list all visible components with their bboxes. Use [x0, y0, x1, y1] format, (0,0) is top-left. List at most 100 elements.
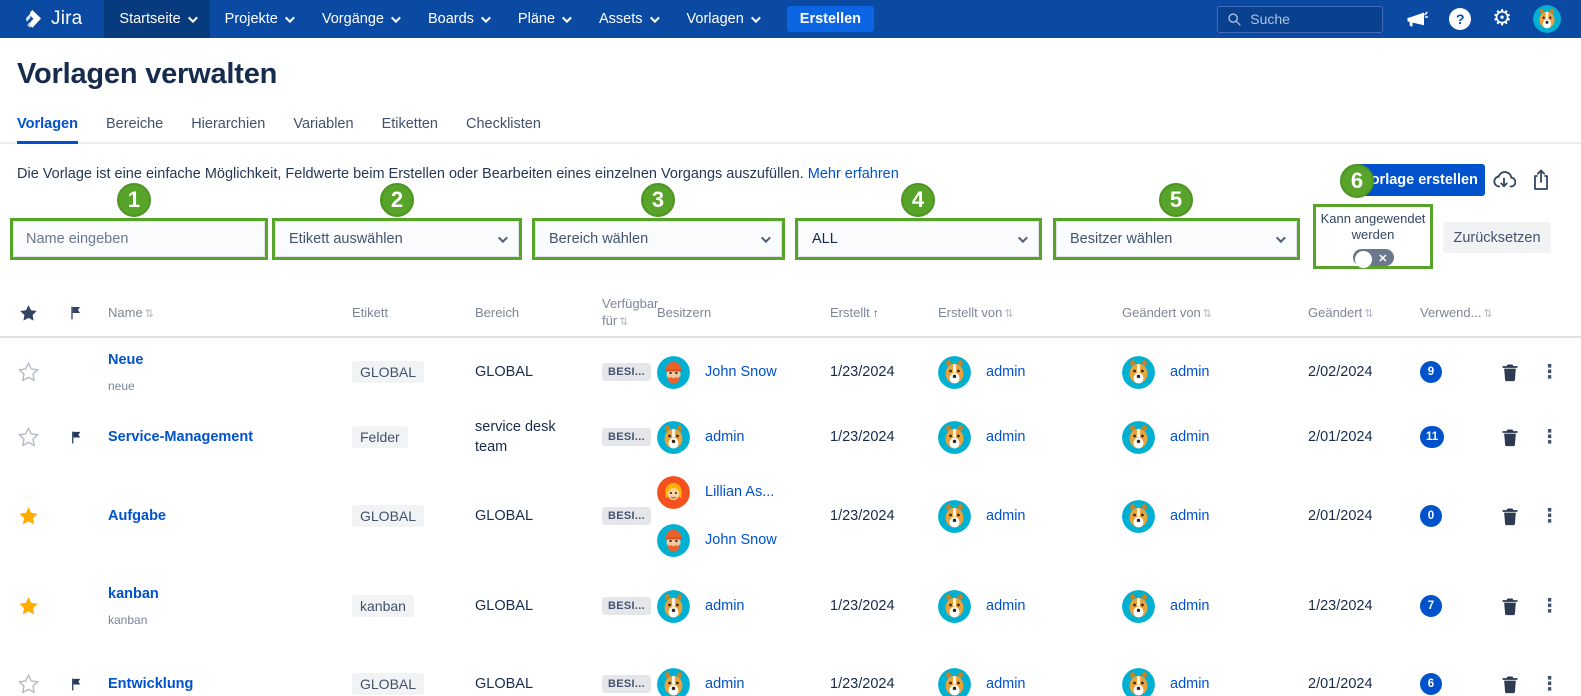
delete-trash-icon[interactable] [1500, 595, 1520, 617]
delete-trash-icon[interactable] [1500, 673, 1520, 695]
dog-avatar-icon [1122, 355, 1155, 389]
annotation-box-1 [10, 218, 268, 260]
tab-bereiche[interactable]: Bereiche [105, 116, 164, 132]
applicable-toggle[interactable]: ✕ [1352, 248, 1394, 268]
more-actions-icon[interactable]: ⋮ [1540, 426, 1559, 448]
owner-link[interactable]: John Snow [705, 532, 777, 548]
star-toggle[interactable] [0, 596, 56, 617]
col-header-geaendert[interactable]: Geändert ⇅ [1308, 304, 1374, 320]
download-cloud-icon[interactable] [1492, 168, 1516, 192]
filter-name-input[interactable] [13, 221, 265, 257]
star-toggle[interactable] [0, 506, 56, 527]
verfuegbar-tag[interactable]: BESI... [602, 428, 651, 446]
modifier-link[interactable]: admin [1170, 598, 1210, 614]
tab-variablen[interactable]: Variablen [293, 116, 354, 132]
template-name-link[interactable]: Aufgabe [108, 508, 166, 524]
more-actions-icon[interactable]: ⋮ [1540, 673, 1559, 695]
table-header: Name ⇅ Etikett Bereich Verfügbar für ⇅ Bes… [0, 290, 1581, 338]
more-actions-icon[interactable]: ⋮ [1540, 595, 1559, 617]
usage-count-badge[interactable]: 9 [1420, 361, 1442, 383]
chevron-down-icon [284, 12, 295, 23]
menu-item-plaene[interactable]: Pläne [503, 0, 584, 38]
col-header-erstellt[interactable]: Erstellt ↑ [830, 304, 879, 320]
learn-more-link[interactable]: Mehr erfahren [807, 166, 899, 182]
search-input[interactable] [1250, 11, 1371, 27]
owner-link[interactable]: admin [705, 676, 745, 692]
create-template-button[interactable]: Vorlage erstellen [1355, 164, 1485, 196]
create-button[interactable]: Erstellen [786, 6, 875, 32]
tab-vorlagen[interactable]: Vorlagen [17, 116, 78, 144]
usage-count-badge[interactable]: 11 [1420, 426, 1445, 448]
star-toggle[interactable] [0, 427, 56, 448]
dog-avatar-icon [1122, 420, 1155, 454]
col-header-geaendert-von[interactable]: Geändert von ⇅ [1122, 304, 1212, 320]
template-name-link[interactable]: kanban [108, 585, 159, 602]
template-name-link[interactable]: Service-Management [108, 429, 254, 445]
usage-count-badge[interactable]: 7 [1420, 595, 1442, 617]
annotation-box-4: ALL [795, 218, 1042, 260]
owner-link[interactable]: admin [705, 598, 745, 614]
creator-link[interactable]: admin [986, 508, 1026, 524]
filter-type-select[interactable]: ALL [798, 221, 1039, 257]
menu-item-assets[interactable]: Assets [584, 0, 672, 38]
usage-count-badge[interactable]: 6 [1420, 673, 1442, 695]
annotation-box-3: Bereich wählen [532, 218, 785, 260]
col-header-erstellt-von[interactable]: Erstellt von ⇅ [938, 304, 1014, 320]
col-header-name[interactable]: Name ⇅ [108, 304, 154, 320]
menu-item-startseite[interactable]: Startseite [104, 0, 210, 38]
delete-trash-icon[interactable] [1500, 426, 1520, 448]
delete-trash-icon[interactable] [1500, 361, 1520, 383]
reset-filters-button[interactable]: Zurücksetzen [1443, 222, 1551, 253]
modifier-link[interactable]: admin [1170, 429, 1210, 445]
creator-link[interactable]: admin [986, 676, 1026, 692]
creator-link[interactable]: admin [986, 598, 1026, 614]
chevron-down-icon [187, 12, 198, 23]
modifier-link[interactable]: admin [1170, 676, 1210, 692]
tab-checklisten[interactable]: Checklisten [465, 116, 541, 132]
settings-gear-icon[interactable]: ⚙ [1492, 6, 1512, 31]
annotation-badge-1: 1 [117, 183, 151, 217]
announcements-icon[interactable] [1404, 7, 1429, 31]
owner-link[interactable]: Lillian As... [705, 484, 775, 500]
global-search[interactable] [1217, 5, 1384, 33]
modifier-link[interactable]: admin [1170, 364, 1210, 380]
more-actions-icon[interactable]: ⋮ [1540, 361, 1559, 383]
filter-besitzer-select[interactable]: Besitzer wählen [1056, 221, 1297, 257]
geaendert-date: 2/02/2024 [1308, 364, 1373, 380]
dog-avatar-icon [938, 589, 971, 623]
verfuegbar-tag[interactable]: BESI... [602, 597, 651, 615]
more-actions-icon[interactable]: ⋮ [1540, 505, 1559, 527]
menu-item-vorlagen[interactable]: Vorlagen [672, 0, 773, 38]
creator-link[interactable]: admin [986, 429, 1026, 445]
menu-item-boards[interactable]: Boards [413, 0, 503, 38]
modifier-link[interactable]: admin [1170, 508, 1210, 524]
export-share-icon[interactable] [1529, 168, 1553, 192]
filter-etikett-select[interactable]: Etikett auswählen [275, 221, 519, 257]
star-column-header-icon[interactable] [0, 304, 56, 323]
tab-hierarchien[interactable]: Hierarchien [191, 116, 266, 132]
tab-etiketten[interactable]: Etiketten [381, 116, 438, 132]
usage-count-badge[interactable]: 0 [1420, 505, 1442, 527]
verfuegbar-tag[interactable]: BESI... [602, 675, 651, 693]
verfuegbar-tag[interactable]: BESI... [602, 363, 651, 381]
star-toggle[interactable] [0, 362, 56, 383]
owner-link[interactable]: John Snow [705, 364, 777, 380]
flag-column-header-icon[interactable] [56, 304, 96, 322]
help-icon[interactable]: ? [1449, 8, 1472, 30]
verfuegbar-tag[interactable]: BESI... [602, 507, 651, 525]
star-toggle[interactable] [0, 674, 56, 695]
owner-link[interactable]: admin [705, 429, 745, 445]
user-avatar[interactable] [1533, 5, 1561, 33]
delete-trash-icon[interactable] [1500, 505, 1520, 527]
col-header-verwendungen[interactable]: Verwend... ⇅ [1420, 304, 1493, 320]
template-name-link[interactable]: Neue [108, 351, 144, 368]
jira-logo[interactable]: Jira [0, 7, 104, 31]
creator-link[interactable]: admin [986, 364, 1026, 380]
filter-bereich-select[interactable]: Bereich wählen [535, 221, 782, 257]
geaendert-von-cell: admin [1110, 589, 1296, 623]
col-header-verfuegbar[interactable]: Verfügbar für ⇅ [602, 296, 659, 328]
menu-item-projekte[interactable]: Projekte [210, 0, 307, 38]
bereich-value: service desk team [475, 418, 556, 455]
template-name-link[interactable]: Entwicklung [108, 676, 194, 692]
menu-item-vorgaenge[interactable]: Vorgänge [307, 0, 413, 38]
